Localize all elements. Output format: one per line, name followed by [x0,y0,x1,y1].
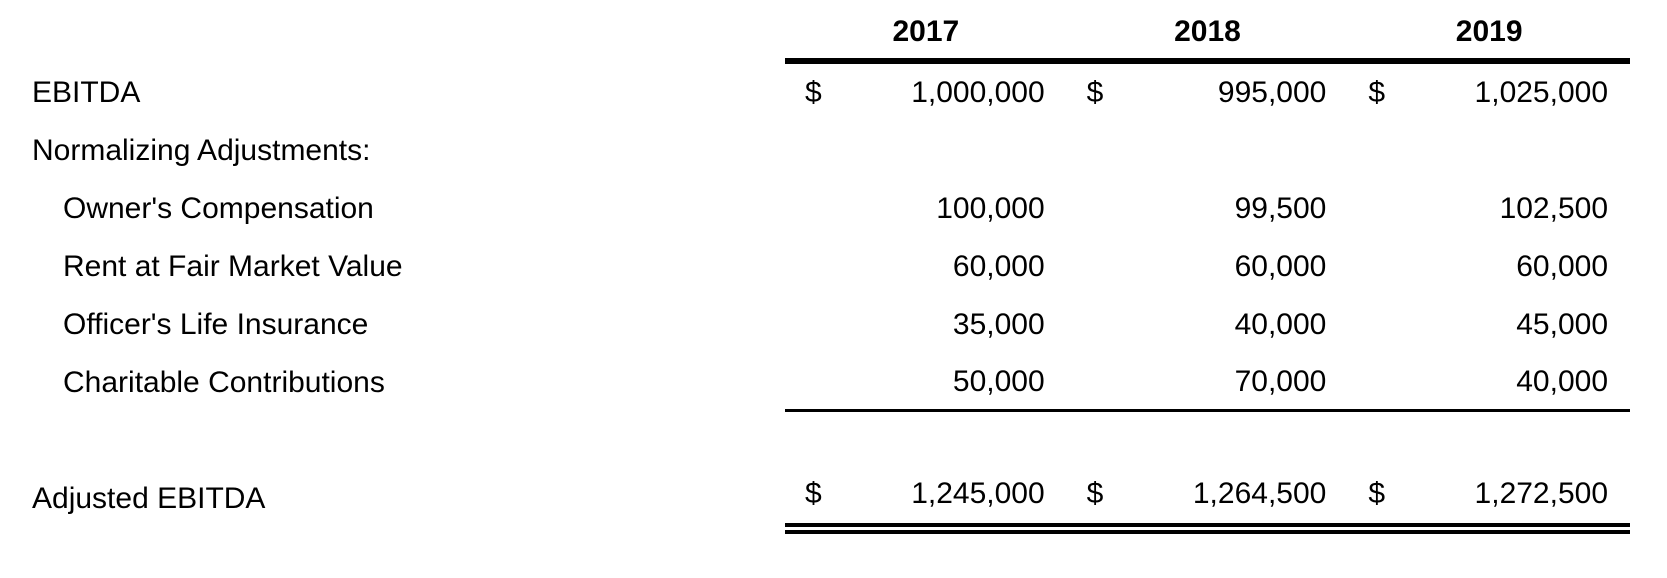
cell-rent-2019: 60,000 [1348,238,1630,296]
cell-insurance-2017: 35,000 [785,296,1067,354]
cell-owners-comp-2019: 102,500 [1348,180,1630,238]
table-row-officers-life-insurance: Officer's Life Insurance 35,000 40,000 4… [0,296,1667,354]
spacer-row [0,412,1667,464]
row-label: Adjusted EBITDA [32,482,266,515]
currency-symbol: $ [1086,76,1104,109]
cell-value: 60,000 [952,250,1045,283]
cell-insurance-2018: 40,000 [1067,296,1349,354]
cell-charitable-2019: 40,000 [1348,354,1630,409]
row-label: Officer's Life Insurance [63,308,369,341]
cell-value: 99,500 [1234,192,1327,225]
cell-rent-2018: 60,000 [1067,238,1349,296]
total-double-rule: $ 1,245,000 $ 1,264,500 $ 1,272,500 [785,464,1630,534]
cell-ebitda-2017: $ 1,000,000 [785,64,1067,122]
cell-value: 1,025,000 [1474,76,1609,109]
currency-symbol: $ [805,76,822,109]
cell-value: 40,000 [1234,308,1327,341]
cell-value: 35,000 [952,308,1045,341]
row-label: EBITDA [32,76,141,109]
currency-symbol: $ [1368,476,1386,510]
column-header-2019: 2019 [1455,15,1523,48]
table-row-adjusted-ebitda: Adjusted EBITDA $ 1,245,000 $ 1,264,500 … [0,464,1667,534]
cell-insurance-2019: 45,000 [1348,296,1630,354]
cell-value: 100,000 [936,192,1045,225]
cell-value: 1,000,000 [911,76,1045,109]
table-header-row: 2017 2018 2019 [0,6,1667,64]
cell-value: 60,000 [1516,250,1609,283]
cell-ebitda-2019: $ 1,025,000 [1348,64,1630,122]
cell-value: 102,500 [1499,192,1609,225]
currency-symbol: $ [1368,76,1386,109]
cell-value: 1,245,000 [911,476,1045,510]
cell-value: 70,000 [1234,364,1327,398]
cell-owners-comp-2017: 100,000 [785,180,1067,238]
cell-value: 1,272,500 [1474,476,1609,510]
cell-adjusted-2019: $ 1,272,500 [1348,464,1630,523]
table-row-normalizing-adjustments: Normalizing Adjustments: [0,122,1667,180]
cell-value: 40,000 [1516,364,1609,398]
cell-adjusted-2017: $ 1,245,000 [785,464,1067,523]
table-row-rent-fair-market-value: Rent at Fair Market Value 60,000 60,000 … [0,238,1667,296]
row-label: Rent at Fair Market Value [63,250,403,283]
currency-symbol: $ [1086,476,1104,510]
row-label: Charitable Contributions [63,366,385,399]
cell-ebitda-2018: $ 995,000 [1067,64,1349,122]
cell-value: 1,264,500 [1192,476,1327,510]
table-row-charitable-contributions: Charitable Contributions 50,000 70,000 4… [0,354,1667,412]
table-row-ebitda: EBITDA $ 1,000,000 $ 995,000 $ 1,025,000 [0,64,1667,122]
header-underline-rule: 2017 2018 2019 [785,6,1630,64]
cell-charitable-2018: 70,000 [1067,354,1349,409]
cell-value: 60,000 [1234,250,1327,283]
column-header-2017: 2017 [892,15,960,48]
currency-symbol: $ [805,476,822,510]
cell-adjusted-2018: $ 1,264,500 [1067,464,1349,523]
cell-value: 50,000 [952,364,1045,398]
cell-value: 995,000 [1217,76,1327,109]
cell-value: 45,000 [1516,308,1609,341]
cell-charitable-2017: 50,000 [785,354,1067,409]
cell-rent-2017: 60,000 [785,238,1067,296]
table-row-owners-compensation: Owner's Compensation 100,000 99,500 102,… [0,180,1667,238]
row-label: Normalizing Adjustments: [32,134,371,167]
cell-owners-comp-2018: 99,500 [1067,180,1349,238]
row-label: Owner's Compensation [63,192,374,225]
subtotal-rule: 50,000 70,000 40,000 [785,354,1630,412]
column-header-2018: 2018 [1174,15,1241,48]
header-label-spacer [0,6,785,64]
